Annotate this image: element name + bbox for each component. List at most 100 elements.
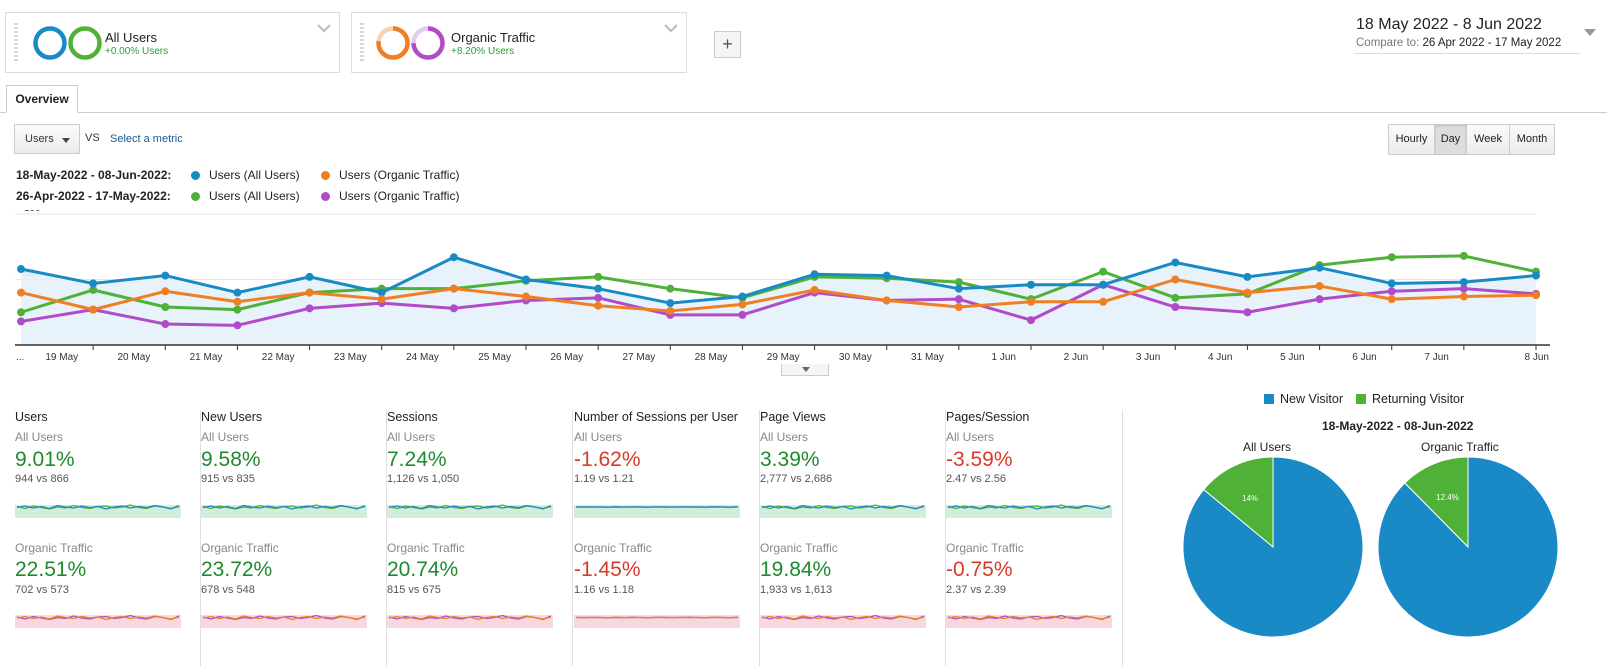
- sparkline: [574, 505, 740, 518]
- metric-column: Sessions All Users 7.24% 1,126 vs 1,050 Orga…: [387, 410, 573, 666]
- data-point: [89, 279, 98, 288]
- metric-segment-label: Organic Traffic: [574, 541, 652, 555]
- data-point: [594, 284, 603, 293]
- data-point: [666, 299, 675, 308]
- metric-segment-label: Organic Traffic: [15, 541, 93, 555]
- sparkline-series: [947, 504, 1111, 510]
- data-point: [1099, 267, 1108, 276]
- metric-change: -3.59%: [946, 448, 1013, 471]
- data-point: [1459, 292, 1468, 301]
- granularity-week-button[interactable]: Week: [1466, 124, 1510, 155]
- caret-down-icon: [62, 138, 70, 143]
- data-point: [89, 305, 98, 314]
- y-tick-label: 100: [24, 210, 41, 214]
- series-line-3: [20, 283, 1537, 327]
- data-point: [305, 304, 314, 313]
- chevron-down-icon[interactable]: [317, 23, 331, 33]
- metric-column: Users All Users 9.01% 944 vs 866 Organic Tra…: [15, 410, 201, 666]
- legend-range-label: 18-May-2022 - 08-Jun-2022:: [16, 168, 172, 182]
- x-tick-label: 1 Jun: [992, 352, 1016, 363]
- sparkline: [201, 614, 367, 628]
- metric-change: 20.74%: [387, 558, 459, 581]
- data-point: [17, 288, 25, 297]
- date-range-dropdown-icon[interactable]: [1584, 29, 1596, 36]
- data-point: [1027, 280, 1035, 289]
- sparkline-series: [388, 615, 552, 621]
- data-point: [810, 285, 819, 294]
- data-point: [1099, 297, 1108, 306]
- drag-handle-icon[interactable]: [14, 23, 18, 63]
- date-range-main[interactable]: 18 May 2022 - 8 Jun 2022: [1356, 16, 1542, 33]
- data-point: [161, 303, 170, 312]
- drag-handle-icon[interactable]: [360, 23, 364, 63]
- granularity-day-button[interactable]: Day: [1434, 124, 1467, 155]
- metric-change: 22.51%: [15, 558, 87, 581]
- metric-title: Number of Sessions per User: [574, 410, 738, 424]
- sparkline: [946, 614, 1112, 628]
- data-point: [1387, 279, 1396, 288]
- data-point: [1171, 258, 1180, 267]
- metric-title: Users: [15, 410, 48, 424]
- data-point: [233, 305, 242, 314]
- data-point: [1171, 275, 1180, 284]
- granularity-month-button[interactable]: Month: [1509, 124, 1555, 155]
- data-point: [954, 284, 963, 293]
- data-point: [89, 285, 98, 294]
- x-tick-label: 20 May: [117, 352, 150, 363]
- x-tick-label: 5 Jun: [1280, 352, 1304, 363]
- collapse-chart-handle[interactable]: [781, 364, 829, 376]
- legend-swatch: [1264, 394, 1274, 404]
- pie-legend-item: Returning Visitor: [1356, 392, 1464, 406]
- data-point: [377, 288, 386, 297]
- metric-change: -0.75%: [946, 558, 1013, 581]
- metric-segment-label: All Users: [760, 430, 809, 444]
- sparkline-series: [761, 615, 925, 621]
- data-point: [233, 288, 242, 297]
- data-point: [1315, 282, 1324, 291]
- segment-card-organic-traffic[interactable]: Organic Traffic +8.20% Users: [351, 12, 687, 73]
- metric-title: New Users: [201, 410, 263, 424]
- area-fill-all-users: [21, 257, 1536, 345]
- chevron-down-icon[interactable]: [664, 23, 678, 33]
- segment-name: Organic Traffic: [451, 30, 536, 45]
- data-point: [1171, 293, 1180, 302]
- x-tick-label: 3 Jun: [1136, 352, 1160, 363]
- legend-range-label: 26-Apr-2022 - 17-May-2022:: [16, 189, 171, 203]
- segment-card-all-users[interactable]: All Users +0.00% Users: [5, 12, 340, 73]
- data-point: [954, 303, 963, 312]
- data-point: [1243, 288, 1252, 297]
- segment-change: +0.00% Users: [105, 46, 169, 57]
- metric-comparison: 2.47 vs 2.56: [946, 473, 1006, 485]
- compare-prefix: Compare to:: [1356, 37, 1420, 49]
- metric-segment-label: All Users: [15, 430, 64, 444]
- data-point: [594, 301, 603, 310]
- date-range-divider: [1354, 53, 1580, 54]
- legend-label: Users (Organic Traffic): [339, 189, 460, 203]
- metric-segment-label: Organic Traffic: [201, 541, 279, 555]
- data-point: [1171, 303, 1180, 312]
- data-point: [1387, 253, 1396, 262]
- x-tick-label: 27 May: [622, 352, 655, 363]
- data-point: [738, 310, 747, 319]
- metric-comparison: 678 vs 548: [201, 584, 255, 596]
- data-point: [305, 288, 314, 297]
- date-range-compare[interactable]: Compare to: 26 Apr 2022 - 17 May 2022: [1356, 37, 1561, 49]
- tab-overview[interactable]: Overview: [6, 85, 78, 113]
- add-segment-button[interactable]: +: [714, 31, 741, 58]
- granularity-hourly-button[interactable]: Hourly: [1388, 124, 1435, 155]
- compare-range: 26 Apr 2022 - 17 May 2022: [1422, 37, 1562, 49]
- metric-change: 3.39%: [760, 448, 820, 471]
- metric-dropdown[interactable]: Users: [14, 124, 80, 154]
- sparkline-series: [388, 504, 552, 510]
- select-metric-link[interactable]: Select a metric: [110, 133, 183, 145]
- data-point: [377, 295, 386, 304]
- x-tick-label: 24 May: [406, 352, 439, 363]
- x-tick-label: 30 May: [839, 352, 872, 363]
- data-point: [161, 271, 170, 280]
- data-point: [1027, 297, 1035, 306]
- series-line-0: [20, 255, 1537, 305]
- metric-segment-label: Organic Traffic: [387, 541, 465, 555]
- data-point: [17, 308, 25, 317]
- data-point: [1459, 251, 1468, 260]
